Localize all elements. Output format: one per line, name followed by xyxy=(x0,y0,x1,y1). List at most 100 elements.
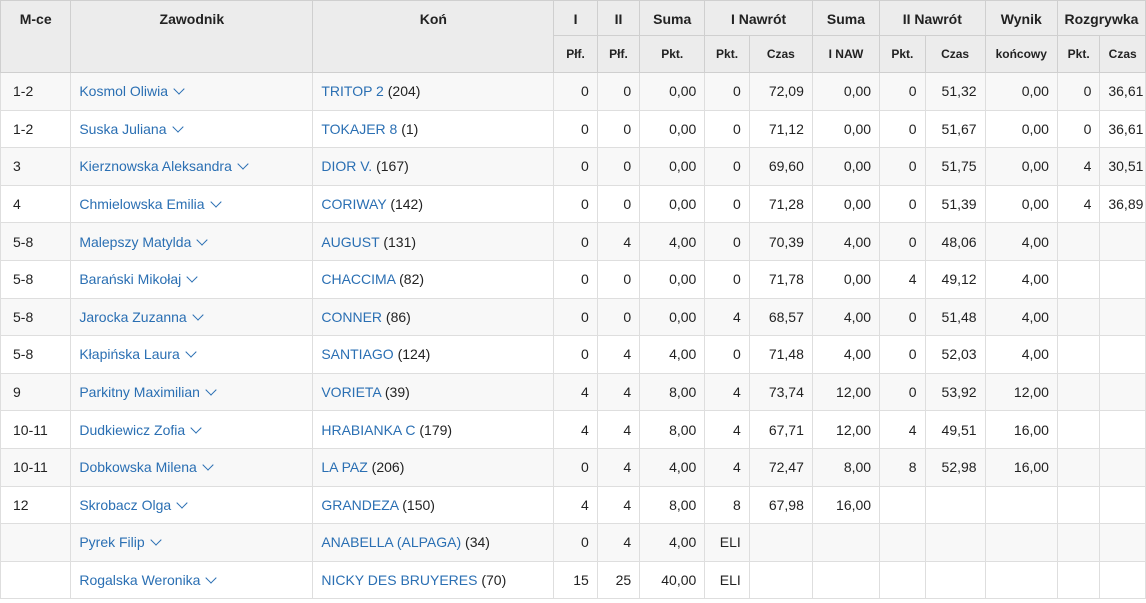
rider-link[interactable]: Suska Juliana xyxy=(79,121,184,137)
cell-jumpoff2-points: 8 xyxy=(879,447,926,487)
cell-place xyxy=(0,560,72,600)
cell-jumpoff1-time: 71,48 xyxy=(748,335,813,374)
chevron-down-icon[interactable] xyxy=(202,459,214,471)
rider-link[interactable]: Rogalska Weronika xyxy=(79,572,218,588)
cell-jumpoff1-sum: 0,00 xyxy=(811,184,881,224)
header-jumpoff1[interactable]: I Nawrót xyxy=(704,0,813,36)
cell-rider: Kosmol Oliwia xyxy=(70,72,314,111)
cell-jumpoff1-sum: 0,00 xyxy=(811,147,881,186)
horse-number: (142) xyxy=(390,196,423,213)
rider-link[interactable]: Parkitny Maximilian xyxy=(79,384,217,400)
chevron-down-icon[interactable] xyxy=(205,384,217,396)
chevron-down-icon[interactable] xyxy=(176,497,188,509)
cell-jumpoff1-sum: 4,00 xyxy=(811,297,881,337)
horse-link[interactable]: CONNER xyxy=(321,308,383,325)
horse-link[interactable]: ANABELLA (ALPAGA) xyxy=(321,534,462,551)
horse-link[interactable]: SANTIAGO xyxy=(321,346,394,363)
cell-jumpoff1-time: 72,09 xyxy=(748,72,813,111)
horse-link[interactable]: VORIETA xyxy=(321,384,381,401)
cell-jumpoff2-time xyxy=(924,485,986,525)
horse-link[interactable]: LA PAZ xyxy=(321,459,368,476)
table-row: 10-11 Dudkiewicz Zofia HRABIANKA C (179) 4 4… xyxy=(0,410,1146,449)
rider-link[interactable]: Kłapińska Laura xyxy=(79,346,197,362)
rider-link[interactable]: Dobkowska Milena xyxy=(79,459,214,475)
cell-horse: VORIETA (39) xyxy=(312,372,555,412)
chevron-down-icon[interactable] xyxy=(150,534,162,547)
cell-jumpoff1-sum: 16,00 xyxy=(811,485,881,525)
cell-sum-points: 0,00 xyxy=(639,147,706,186)
cell-rider: Parkitny Maximilian xyxy=(70,372,314,412)
chevron-down-icon[interactable] xyxy=(185,346,197,359)
rider-link[interactable]: Malepszy Matylda xyxy=(79,234,209,250)
cell-round1-faults: 0 xyxy=(553,297,598,337)
cell-round1-faults: 0 xyxy=(553,447,598,487)
cell-round2-faults: 0 xyxy=(596,109,641,149)
rider-link[interactable]: Skrobacz Olga xyxy=(79,497,188,513)
header-jumpoff1-sum[interactable]: Suma xyxy=(811,0,881,36)
horse-link[interactable]: DIOR V. xyxy=(321,158,373,175)
subheader-jumpoff1-points: Pkt. xyxy=(704,35,750,73)
rider-link[interactable]: Kosmol Oliwia xyxy=(79,83,185,99)
cell-rider: Pyrek Filip xyxy=(70,523,314,562)
subheader-jumpoff1-sum: I NAW xyxy=(811,35,881,73)
horse-link[interactable]: NICKY DES BRUYERES xyxy=(321,572,478,589)
header-jumpoff2[interactable]: II Nawrót xyxy=(879,0,986,36)
horse-link[interactable]: HRABIANKA C xyxy=(321,421,416,438)
cell-round2-faults: 4 xyxy=(596,372,641,412)
header-round1[interactable]: I xyxy=(553,0,598,36)
cell-rider: Jarocka Zuzanna xyxy=(70,297,314,337)
rider-name: Chmielowska Emilia xyxy=(79,196,205,213)
cell-jumpoff1-points: 4 xyxy=(704,447,750,487)
rider-link[interactable]: Chmielowska Emilia xyxy=(79,196,222,213)
cell-jumpoff1-sum xyxy=(811,523,881,562)
rider-link[interactable]: Dudkiewicz Zofia xyxy=(79,421,202,438)
subheader-sum-points: Pkt. xyxy=(639,35,706,73)
header-playoff[interactable]: Rozgrywka xyxy=(1056,0,1146,36)
subheader-playoff-points: Pkt. xyxy=(1056,35,1101,73)
cell-jumpoff1-sum: 4,00 xyxy=(811,335,881,374)
chevron-down-icon[interactable] xyxy=(209,196,222,208)
header-place[interactable]: M-ce xyxy=(0,0,72,73)
header-result[interactable]: Wynik xyxy=(984,0,1058,36)
cell-jumpoff2-time: 48,06 xyxy=(924,222,986,261)
cell-playoff-time xyxy=(1099,410,1146,449)
horse-link[interactable]: CHACCIMA xyxy=(321,271,396,288)
cell-sum-points: 0,00 xyxy=(639,72,706,111)
header-horse[interactable]: Koń xyxy=(312,0,555,73)
table-row: 1-2 Suska Juliana TOKAJER 8 (1) 0 0 0,00 0 71,1… xyxy=(0,109,1146,149)
horse-link[interactable]: GRANDEZA xyxy=(321,496,399,513)
chevron-down-icon[interactable] xyxy=(190,421,202,434)
cell-playoff-time xyxy=(1099,523,1146,562)
header-round2[interactable]: II xyxy=(596,0,641,36)
chevron-down-icon[interactable] xyxy=(173,83,185,95)
table-row: 12 Skrobacz Olga GRANDEZA (150) 4 4 8,00 8 67,9… xyxy=(0,485,1146,525)
rider-link[interactable]: Kierznowska Aleksandra xyxy=(79,158,249,174)
cell-jumpoff2-time: 49,12 xyxy=(924,259,986,299)
cell-playoff-time xyxy=(1099,259,1146,299)
rider-link[interactable]: Jarocka Zuzanna xyxy=(79,309,204,325)
subheader-playoff-time: Czas xyxy=(1099,35,1146,73)
rider-link[interactable]: Barański Mikołaj xyxy=(79,271,198,287)
horse-link[interactable]: CORIWAY xyxy=(321,196,387,213)
horse-number: (179) xyxy=(419,421,453,438)
chevron-down-icon[interactable] xyxy=(171,121,184,133)
header-rider[interactable]: Zawodnik xyxy=(70,0,314,73)
cell-playoff-points xyxy=(1056,485,1101,525)
cell-rider: Kłapińska Laura xyxy=(70,335,314,374)
header-sum[interactable]: Suma xyxy=(639,0,706,36)
cell-jumpoff1-time: 67,71 xyxy=(748,410,813,449)
chevron-down-icon[interactable] xyxy=(237,158,249,171)
horse-link[interactable]: AUGUST xyxy=(321,233,380,250)
horse-link[interactable]: TRITOP 2 xyxy=(321,83,384,100)
horse-link[interactable]: TOKAJER 8 xyxy=(321,120,398,137)
cell-playoff-time xyxy=(1099,485,1146,525)
cell-jumpoff1-points: 4 xyxy=(704,372,750,412)
table-row: Rogalska Weronika NICKY DES BRUYERES (70)… xyxy=(0,560,1146,600)
subheader-jumpoff1-time: Czas xyxy=(748,35,813,73)
chevron-down-icon[interactable] xyxy=(205,572,218,584)
chevron-down-icon[interactable] xyxy=(186,271,198,283)
rider-link[interactable]: Pyrek Filip xyxy=(79,534,162,550)
chevron-down-icon[interactable] xyxy=(192,309,204,321)
chevron-down-icon[interactable] xyxy=(196,234,209,246)
